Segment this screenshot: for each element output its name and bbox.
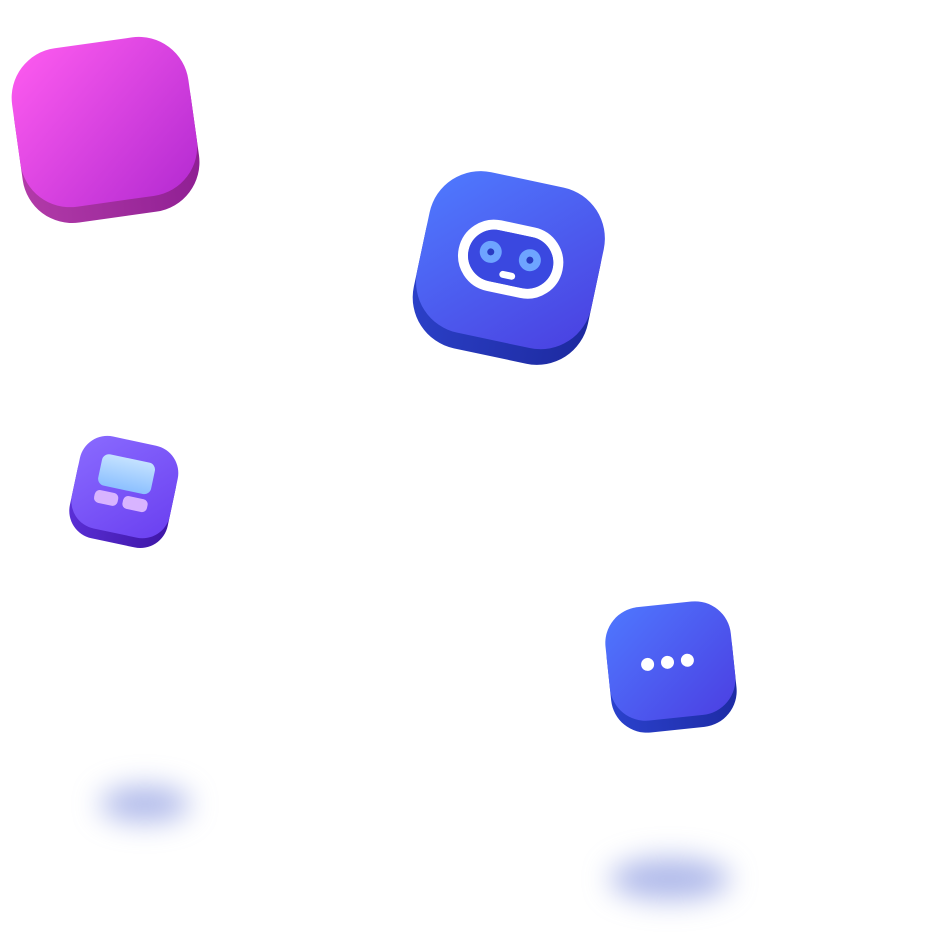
bar-chart-icon xyxy=(69,79,142,155)
layout-tile-shadow xyxy=(100,786,190,822)
more-dots-icon xyxy=(641,653,694,671)
analytics-tile-top xyxy=(11,36,198,208)
analytics-tile[interactable] xyxy=(8,28,202,224)
layout-grid-icon xyxy=(94,454,155,513)
robot-face-icon xyxy=(458,219,564,299)
chat-tile[interactable] xyxy=(600,596,742,738)
chat-tile-shadow xyxy=(610,858,730,900)
chat-tile-graphic xyxy=(605,601,737,733)
layout-tile[interactable] xyxy=(66,432,182,550)
layout-tile-graphic xyxy=(69,435,179,549)
analytics-tile-graphic xyxy=(11,36,200,224)
robot-tile[interactable] xyxy=(408,166,610,368)
robot-tile-graphic xyxy=(412,171,605,365)
